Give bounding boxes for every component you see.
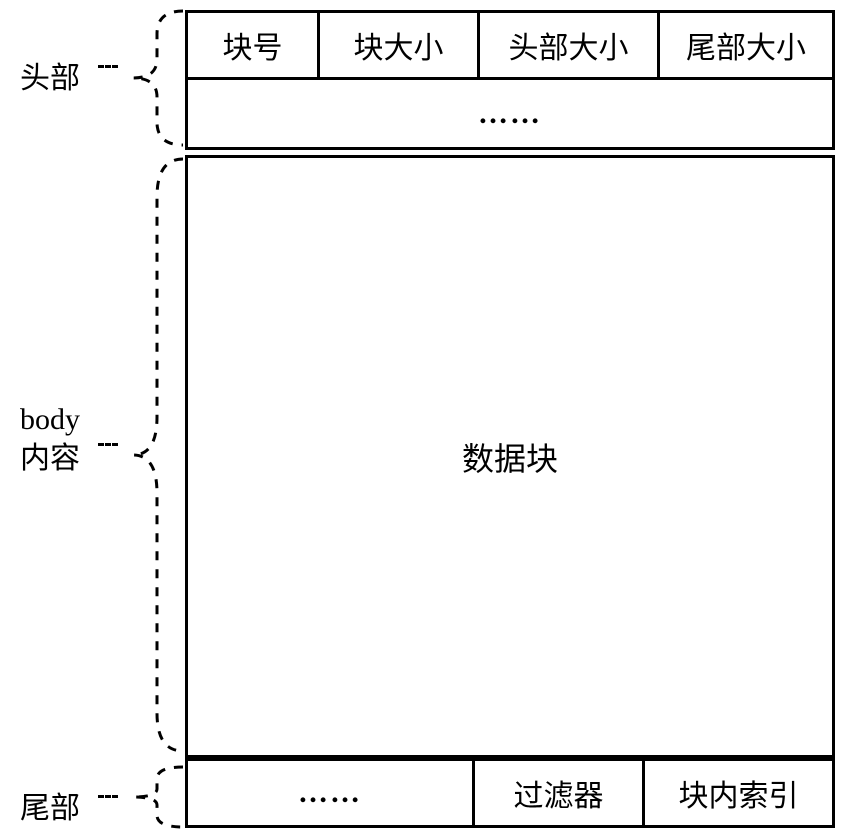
body-brace-icon: [115, 157, 185, 753]
block-structure-diagram: 头部 body 内容 尾部 块号 块大小 头部大小 尾部大小 ……: [20, 5, 840, 825]
tail-row: …… 过滤器 块内索引: [185, 758, 835, 828]
header-row-2: ……: [185, 80, 835, 150]
header-cell-block-number: 块号: [185, 10, 320, 80]
header-cell-header-size: 头部大小: [480, 10, 660, 80]
tail-brace-icon: [115, 765, 185, 829]
tail-section-label: 尾部: [20, 783, 80, 827]
block-table: 块号 块大小 头部大小 尾部大小 …… 数据块 …… 过滤器 块内索引: [185, 10, 835, 820]
tail-cell-filter: 过滤器: [475, 758, 645, 828]
body-label-line1: body: [20, 403, 80, 436]
tail-cell-ellipsis: ……: [185, 758, 475, 828]
body-section-label: body 内容: [20, 400, 80, 478]
header-cell-block-size: 块大小: [320, 10, 480, 80]
header-row-1: 块号 块大小 头部大小 尾部大小: [185, 10, 835, 80]
header-brace-icon: [115, 9, 185, 147]
tail-ellipsis: ……: [298, 776, 362, 810]
section-labels-column: 头部 body 内容 尾部: [20, 5, 130, 825]
body-label-line2: 内容: [20, 442, 80, 475]
tail-cell-block-index: 块内索引: [645, 758, 835, 828]
body-content-label: 数据块: [462, 434, 558, 480]
header-section-label: 头部: [20, 53, 80, 97]
header-ellipsis: ……: [478, 97, 542, 131]
body-row: 数据块: [185, 155, 835, 758]
header-cell-tail-size: 尾部大小: [660, 10, 835, 80]
